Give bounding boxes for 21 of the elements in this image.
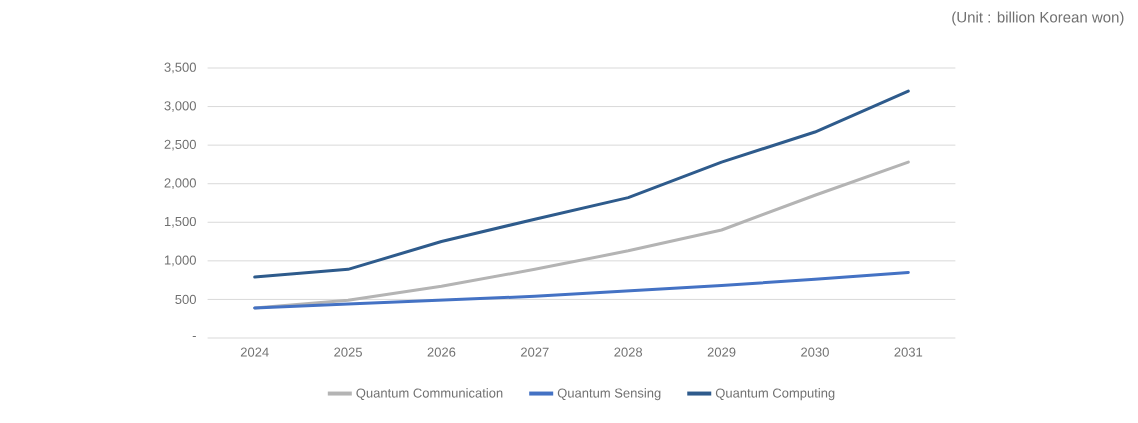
x-tick-label: 2025: [334, 347, 362, 357]
y-tick-label: 500: [175, 294, 196, 305]
x-tick-label: 2029: [707, 347, 736, 357]
legend-label: Quantum Communication: [356, 388, 503, 400]
x-tick-label: 2027: [521, 347, 549, 357]
x-tick-label: 2031: [894, 347, 923, 357]
x-tick-label: 2028: [614, 347, 643, 357]
y-tick-label: -: [192, 336, 196, 338]
legend-label: Quantum Sensing: [557, 388, 661, 401]
y-tick-label: 3,500: [164, 62, 196, 74]
y-tick-label: 3,000: [164, 101, 196, 112]
y-tick-label: 1,000: [164, 255, 196, 267]
x-tick-label: 2024: [240, 347, 269, 357]
x-tick-label: 2026: [427, 347, 456, 357]
x-tick-label: 2030: [801, 347, 829, 357]
y-tick-label: 2,000: [164, 178, 196, 190]
legend-label: Quantum Computing: [715, 388, 835, 401]
y-tick-label: 1,500: [164, 216, 196, 228]
y-tick-label: 2,500: [164, 139, 196, 151]
text: (Unit : billion Korean won): [952, 11, 1124, 26]
line-series: [253, 89, 910, 279]
